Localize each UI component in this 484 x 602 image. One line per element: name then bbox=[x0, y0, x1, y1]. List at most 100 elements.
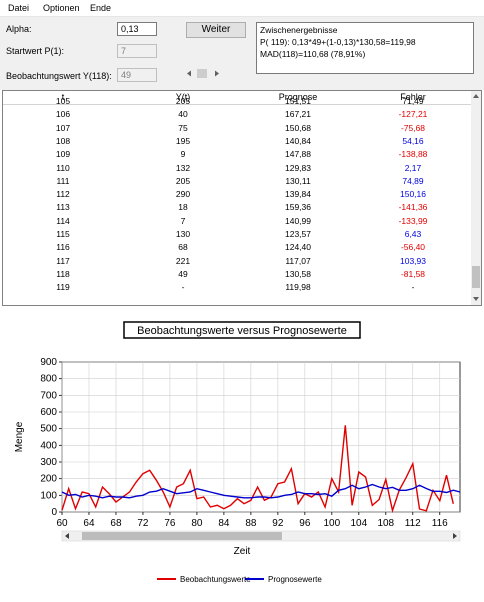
legend-label-prognosewerte: Prognosewerte bbox=[268, 575, 322, 584]
menu-datei[interactable]: Datei bbox=[8, 3, 29, 13]
cell-fehler: 54,16 bbox=[383, 136, 443, 146]
weiter-button[interactable]: Weiter bbox=[186, 22, 246, 38]
menu-ende[interactable]: Ende bbox=[90, 3, 111, 13]
cell-t: 119 bbox=[53, 282, 73, 292]
cell-yt: 290 bbox=[163, 189, 203, 199]
cell-yt: 40 bbox=[163, 109, 203, 119]
x-tick-label: 108 bbox=[377, 518, 394, 529]
cell-t: 112 bbox=[53, 189, 73, 199]
menu-bar: Datei Optionen Ende bbox=[0, 0, 484, 17]
x-tick-label: 72 bbox=[137, 518, 149, 529]
cell-yt: 68 bbox=[163, 242, 203, 252]
beobachtungswert-input bbox=[117, 68, 157, 82]
cell-prognose: 147,88 bbox=[273, 149, 323, 159]
cell-fehler: - bbox=[383, 282, 443, 292]
legend-label-beobachtungswerte: Beobachtungswerte bbox=[180, 575, 251, 584]
cell-t: 118 bbox=[53, 269, 73, 279]
cell-fehler: -56,40 bbox=[383, 242, 443, 252]
table-row[interactable]: 119-119,98- bbox=[3, 281, 473, 294]
y-axis-label: Menge bbox=[14, 421, 25, 452]
cell-t: 106 bbox=[53, 109, 73, 119]
cell-yt: 132 bbox=[163, 163, 203, 173]
table-vertical-scrollbar[interactable] bbox=[471, 91, 481, 305]
y-tick-label: 900 bbox=[40, 357, 57, 368]
x-tick-label: 84 bbox=[218, 518, 230, 529]
x-tick-label: 80 bbox=[191, 518, 203, 529]
results-line-2: MAD(118)=110,68 (78,91%) bbox=[260, 48, 470, 60]
cell-yt: 221 bbox=[163, 256, 203, 266]
x-tick-label: 92 bbox=[272, 518, 284, 529]
startwert-input bbox=[117, 44, 157, 58]
y-tick-label: 300 bbox=[40, 457, 57, 468]
cell-yt: 205 bbox=[163, 96, 203, 106]
chart-title: Beobachtungswerte versus Prognosewerte bbox=[137, 325, 347, 337]
cell-prognose: 119,98 bbox=[273, 282, 323, 292]
startwert-label: Startwert P(1): bbox=[6, 46, 64, 56]
cell-t: 107 bbox=[53, 123, 73, 133]
cell-yt: 195 bbox=[163, 136, 203, 146]
scroll-up-icon bbox=[473, 94, 479, 98]
cell-prognose: 151,51 bbox=[273, 96, 323, 106]
y-tick-label: 700 bbox=[40, 390, 57, 401]
cell-prognose: 159,36 bbox=[273, 202, 323, 212]
x-tick-label: 96 bbox=[299, 518, 311, 529]
cell-yt: 205 bbox=[163, 176, 203, 186]
beobachtungswert-label: Beobachtungswert Y(118): bbox=[6, 71, 112, 81]
cell-fehler: -133,99 bbox=[383, 216, 443, 226]
cell-t: 113 bbox=[53, 202, 73, 212]
scroll-thumb bbox=[472, 266, 480, 288]
cell-t: 110 bbox=[53, 163, 73, 173]
x-tick-label: 76 bbox=[164, 518, 176, 529]
cell-t: 115 bbox=[53, 229, 73, 239]
cell-prognose: 129,83 bbox=[273, 163, 323, 173]
results-title: Zwischenergebnisse bbox=[260, 24, 470, 36]
scroll-down-icon bbox=[473, 297, 479, 301]
cell-t: 111 bbox=[53, 176, 73, 186]
table-row[interactable]: 110 132 129,83 2,17 bbox=[3, 162, 473, 175]
x-tick-label: 116 bbox=[432, 518, 448, 529]
cell-fehler: 71,49 bbox=[383, 96, 443, 106]
menu-optionen[interactable]: Optionen bbox=[43, 3, 80, 13]
cell-fehler: -138,88 bbox=[383, 149, 443, 159]
x-tick-label: 88 bbox=[245, 518, 257, 529]
cell-t: 116 bbox=[53, 242, 73, 252]
scroll-thumb bbox=[197, 69, 207, 78]
cell-t: 117 bbox=[53, 256, 73, 266]
cell-yt: 130 bbox=[163, 229, 203, 239]
x-axis-label: Zeit bbox=[234, 546, 251, 557]
results-line-1: P( 119): 0,13*49+(1-0,13)*130,58=119,98 bbox=[260, 36, 470, 48]
cell-fehler: 2,17 bbox=[383, 163, 443, 173]
cell-t: 114 bbox=[53, 216, 73, 226]
cell-yt: 18 bbox=[163, 202, 203, 212]
cell-fehler: 150,16 bbox=[383, 189, 443, 199]
x-tick-label: 68 bbox=[110, 518, 122, 529]
alpha-input[interactable] bbox=[117, 22, 157, 36]
y-tick-label: 400 bbox=[40, 440, 57, 451]
step-scrollbar[interactable] bbox=[184, 68, 246, 79]
chart-scroll-thumb[interactable] bbox=[82, 532, 282, 540]
cell-t: 109 bbox=[53, 149, 73, 159]
cell-prognose: 117,07 bbox=[273, 256, 323, 266]
cell-prognose: 140,99 bbox=[273, 216, 323, 226]
cell-fehler: -75,68 bbox=[383, 123, 443, 133]
y-tick-label: 600 bbox=[40, 407, 57, 418]
cell-fehler: 74,89 bbox=[383, 176, 443, 186]
cell-t: 108 bbox=[53, 136, 73, 146]
x-tick-label: 112 bbox=[405, 518, 421, 529]
cell-yt: 49 bbox=[163, 269, 203, 279]
